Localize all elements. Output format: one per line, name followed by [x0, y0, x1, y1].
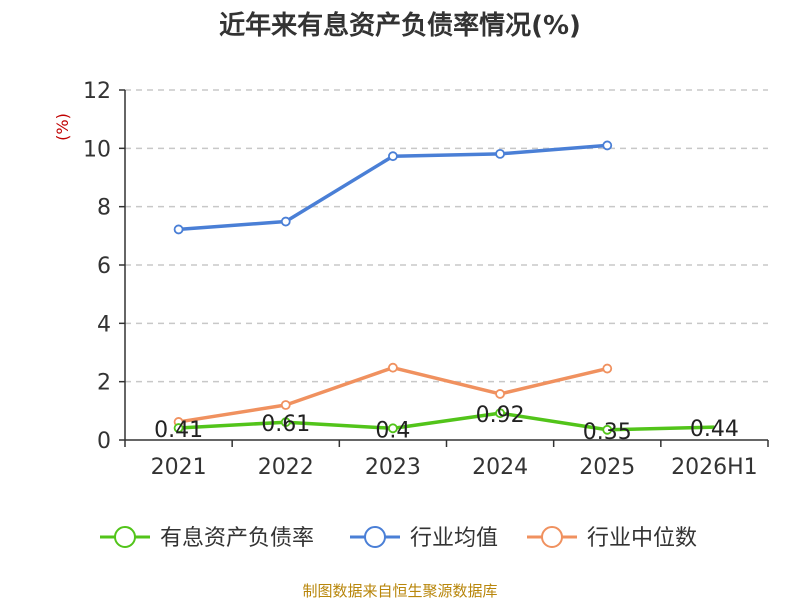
series-2-point-2 — [388, 362, 398, 373]
series-1-point-1 — [280, 216, 291, 227]
legend-label-0: 有息资产负债率 — [160, 526, 314, 551]
legend-marker-1 — [364, 526, 386, 548]
legend-marker-2 — [541, 526, 563, 548]
series-0-point-0 — [173, 423, 184, 433]
legend: 有息资产负债率 行业均值 行业中位数 — [100, 526, 697, 551]
series-0-point-4 — [602, 424, 613, 435]
series-line-0 — [178, 411, 715, 432]
y-tick-label-8: 8 — [97, 196, 111, 221]
series-2-point-4 — [602, 363, 613, 374]
series-1-point-0 — [173, 224, 184, 235]
x-tick-label-2022: 2022 — [258, 455, 314, 480]
x-tick-label-2025: 2025 — [579, 455, 635, 480]
series-0-point-1 — [280, 417, 291, 428]
y-tick-label-6: 6 — [97, 254, 111, 279]
series-2-point-3 — [495, 389, 505, 399]
series — [173, 140, 715, 435]
series-2-point-1 — [280, 400, 291, 410]
data-labels: 0.41 0.61 0.4 0.92 0.35 0.44 — [154, 403, 739, 445]
data-label-5: 0.44 — [690, 417, 739, 442]
legend-marker-0 — [114, 526, 136, 548]
series-1-point-3 — [495, 148, 505, 159]
data-label-2: 0.4 — [375, 418, 410, 443]
x-tick-label-2021: 2021 — [151, 455, 207, 480]
data-label-4: 0.35 — [583, 420, 632, 445]
data-label-0: 0.41 — [154, 418, 203, 443]
series-0-point-3 — [495, 408, 505, 419]
series-1-point-2 — [388, 151, 398, 162]
x-tick-label-2024: 2024 — [472, 455, 528, 480]
data-label-1: 0.61 — [261, 412, 310, 437]
y-tick-label-10: 10 — [83, 137, 111, 162]
x-tick-label-2026H1: 2026H1 — [671, 455, 758, 480]
y-tick-label-4: 4 — [97, 312, 111, 337]
series-line-2 — [178, 365, 608, 424]
legend-label-1: 行业均值 — [410, 526, 498, 551]
y-tick-label-2: 2 — [97, 371, 111, 396]
source-note: 制图数据来自恒生聚源数据库 — [302, 582, 497, 600]
grid — [125, 89, 768, 383]
chart-title: 近年来有息资产负债率情况(%) — [219, 10, 581, 41]
legend-label-2: 行业中位数 — [587, 526, 697, 551]
axes: 0 2 4 6 8 10 12 2021 2022 2023 2024 2025 2026H1 — [83, 79, 769, 480]
x-tick-label-2023: 2023 — [365, 455, 421, 480]
series-1-point-4 — [602, 140, 613, 151]
y-axis-label: (%) — [53, 113, 72, 141]
data-label-3: 0.92 — [476, 403, 525, 428]
y-tick-label-0: 0 — [97, 429, 111, 454]
y-tick-label-12: 12 — [83, 79, 111, 104]
series-0-point-2 — [388, 423, 398, 434]
